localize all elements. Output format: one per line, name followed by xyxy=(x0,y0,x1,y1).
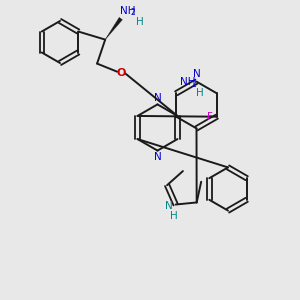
Text: H: H xyxy=(136,16,144,27)
Text: NH: NH xyxy=(120,6,135,16)
Text: N: N xyxy=(165,201,172,211)
Text: 2: 2 xyxy=(131,8,136,17)
Text: N: N xyxy=(154,152,161,162)
Text: N: N xyxy=(154,93,161,103)
Text: N: N xyxy=(193,69,200,79)
Polygon shape xyxy=(105,17,122,40)
Text: O: O xyxy=(116,68,126,78)
Text: NH: NH xyxy=(180,77,195,87)
Text: H: H xyxy=(170,211,178,221)
Text: H: H xyxy=(196,88,204,98)
Text: F: F xyxy=(207,112,213,122)
Text: 2: 2 xyxy=(192,80,197,89)
